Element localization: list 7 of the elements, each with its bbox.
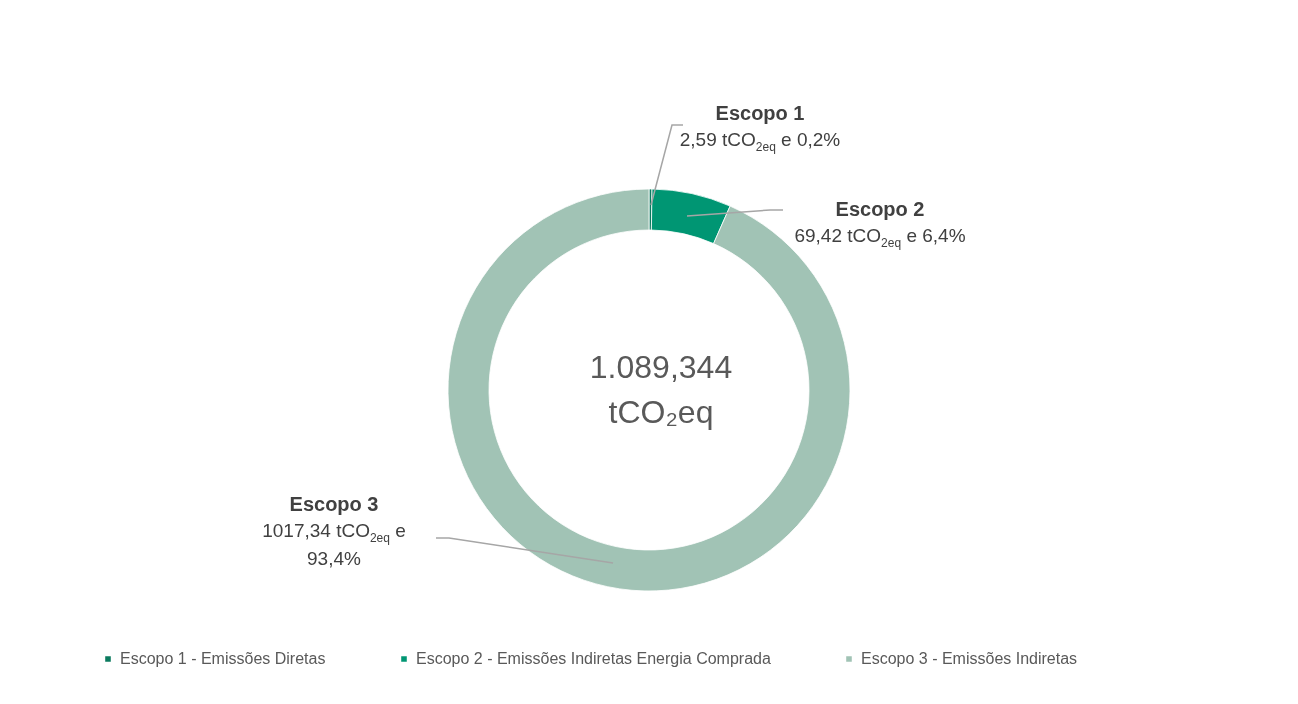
- data-label: Escopo 1 2,59 tCO$_{2eq}$ e 0,2%: [679, 101, 841, 155]
- text: 1.089,344 tCO₂eq: [588, 348, 734, 432]
- legend-label: Escopo 2 - Emissões Indiretas Energia Comprada: [416, 650, 771, 667]
- data-label: Escopo 2 69,42 tCO$_{2eq}$ e 6,4%: [794, 197, 966, 251]
- legend-label: Escopo 1 - Emissões Diretas: [120, 650, 326, 667]
- text: Escopo 3 1017,34 tCO$_{2eq}$ e 93,4%: [262, 493, 406, 569]
- legend-label: Escopo 3 - Emissões Indiretas: [861, 650, 1078, 667]
